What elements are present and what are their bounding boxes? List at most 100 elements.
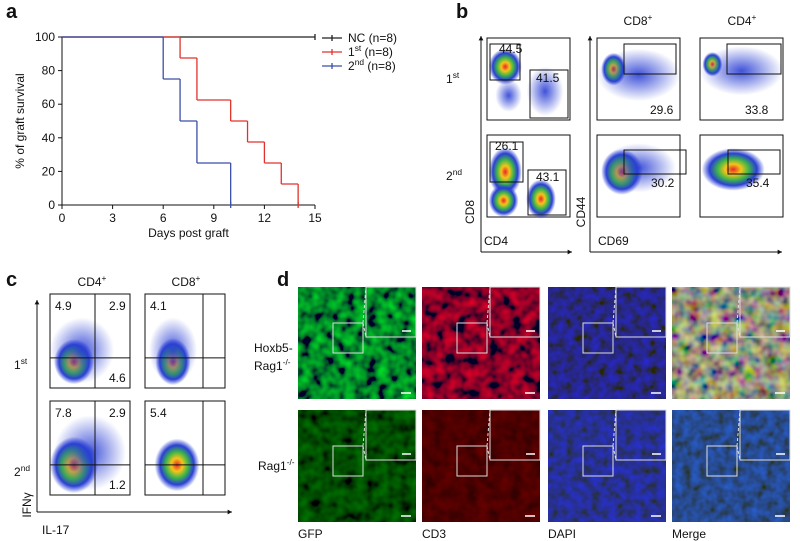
axis-arrow-head (777, 249, 782, 255)
gate-value: 29.6 (650, 103, 674, 117)
row-label-main: 1 (14, 358, 21, 372)
legend-label-main: 2 (348, 59, 355, 73)
gate (489, 43, 521, 81)
axis-arrow-head (587, 36, 593, 41)
quadrant-value: 1.2 (109, 478, 126, 492)
legend-label-sup: st (355, 43, 362, 53)
column-label: CD8+ (172, 273, 201, 289)
panel-label: d (277, 269, 289, 291)
panel-label: c (6, 269, 17, 291)
inset-connector (736, 286, 741, 324)
gate-value: 41.5 (536, 71, 560, 85)
x-tick-label: 15 (308, 211, 322, 225)
legend-label-main: 1 (348, 45, 355, 59)
y-tick-label: 20 (42, 164, 56, 178)
gate (529, 69, 569, 119)
roi-box (582, 322, 614, 354)
inset-connector (612, 409, 617, 447)
quadrant-value: 2.9 (109, 406, 126, 420)
row-label: 2nd (14, 463, 30, 479)
row-label-main: Rag1 (258, 459, 287, 473)
column-label-sup: + (648, 12, 653, 22)
x-tick-label: 3 (109, 211, 116, 225)
micrograph (422, 287, 540, 399)
micrograph (422, 410, 540, 522)
axis-arrow-head (567, 249, 572, 255)
flow-density (526, 179, 556, 219)
x-tick-label: 0 (59, 211, 66, 225)
micrograph (672, 410, 790, 522)
axis-label: CD8 (463, 200, 477, 224)
micrograph (298, 287, 416, 399)
row-label-main: 2 (14, 465, 21, 479)
column-label: DAPI (548, 527, 576, 541)
axis-arrow-head (227, 509, 232, 515)
row-label: Rag1-/- (254, 357, 291, 373)
inset-connector (486, 445, 491, 461)
row-label-sup: nd (453, 167, 463, 177)
quadrant-value: 5.4 (150, 406, 167, 420)
column-label: GFP (298, 527, 323, 541)
quadrant-value: 4.6 (109, 371, 126, 385)
column-label: Merge (672, 527, 706, 541)
gate (623, 149, 687, 175)
gate (623, 43, 677, 75)
inset-connector (486, 286, 491, 324)
flow-density (488, 48, 522, 85)
column-label-sup: + (752, 12, 757, 22)
micrograph (672, 287, 790, 399)
roi-box (332, 322, 364, 354)
row-label-main: Rag1 (254, 359, 283, 373)
column-label: CD3 (422, 527, 446, 541)
axis-label: CD69 (598, 234, 629, 248)
row-label: 1st (14, 356, 28, 372)
flow-sparse (526, 66, 564, 116)
y-tick-label: 60 (42, 97, 56, 111)
x-tick-label: 6 (160, 211, 167, 225)
row-label-sup: -/- (283, 357, 291, 367)
inset-connector (736, 322, 741, 338)
row-label-sup: st (21, 356, 28, 366)
quadrant-value: 2.9 (109, 299, 126, 313)
axis-label: IFNγ (20, 492, 34, 517)
gate (489, 141, 524, 183)
roi-box (456, 322, 488, 354)
panel-label: a (6, 1, 18, 23)
flow-sparse (601, 143, 676, 193)
inset-box (489, 409, 541, 461)
axis-label: CD4 (484, 234, 508, 248)
axis-label: CD44 (574, 196, 588, 227)
roi-box (582, 445, 614, 477)
column-label-main: CD8 (172, 275, 196, 289)
gate-value: 43.1 (536, 170, 560, 184)
y-tick-label: 80 (42, 64, 56, 78)
inset-box (739, 409, 791, 461)
column-label-main: CD4 (78, 275, 102, 289)
quadrant-value: 7.8 (55, 406, 72, 420)
column-label: CD4+ (78, 273, 107, 289)
gate-value: 30.2 (651, 176, 675, 190)
flow-sparse (495, 79, 522, 112)
inset-connector (362, 445, 367, 461)
inset-box (489, 286, 541, 338)
column-label-main: CD4 (728, 14, 752, 28)
legend-label: 1st (n=8) (348, 43, 393, 59)
y-tick-label: 0 (48, 198, 55, 212)
row-label-main: 1 (446, 72, 453, 86)
gate (727, 149, 781, 175)
column-label: CD4+ (728, 12, 757, 28)
flow-sparse (50, 317, 114, 384)
quadrant-value: 4.1 (150, 299, 167, 313)
roi-box (456, 445, 488, 477)
inset-connector (486, 322, 491, 338)
y-tick-label: 40 (42, 131, 56, 145)
gate-value: 33.8 (745, 103, 769, 117)
legend-label-sup: nd (355, 57, 365, 67)
inset-connector (612, 322, 617, 338)
legend-label-after: (n=8) (364, 59, 396, 73)
panel-label: b (456, 1, 468, 23)
quadrant-value: 4.9 (55, 299, 72, 313)
inset-connector (736, 409, 741, 447)
